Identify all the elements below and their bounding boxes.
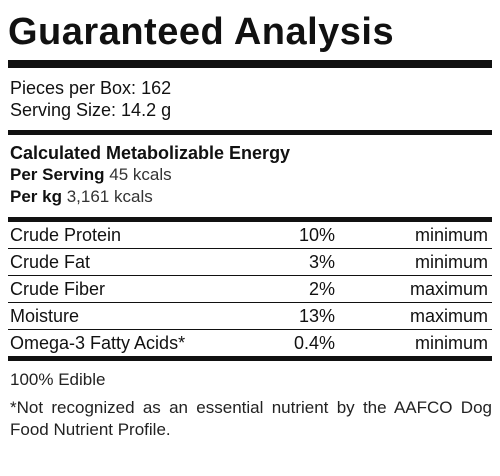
nutrient-qualifier: maximum xyxy=(409,305,488,326)
footnote: *Not recognized as an essential nutrient… xyxy=(10,398,492,439)
nutrient-name: Crude Fat xyxy=(10,251,91,272)
package-info: Pieces per Box: 162 Serving Size: 14.2 g xyxy=(8,68,492,130)
per-kg-label: Per kg xyxy=(10,187,62,206)
analysis-table: Crude Protein 10% minimum Crude Fat 3% m… xyxy=(8,222,492,356)
section-divider xyxy=(8,356,492,361)
nutrient-qualifier: maximum xyxy=(409,278,488,299)
per-kg-value: 3,161 kcals xyxy=(66,187,153,206)
nutrient-name: Crude Fiber xyxy=(10,278,106,299)
nutrient-qualifier: minimum xyxy=(414,251,488,272)
nutrient-percent: 3% xyxy=(308,251,335,272)
nutrient-percent: 13% xyxy=(298,305,335,326)
table-row: Crude Fiber 2% maximum xyxy=(8,276,492,303)
nutrient-percent: 0.4% xyxy=(293,332,335,353)
panel-title: Guaranteed Analysis xyxy=(8,11,395,53)
nutrient-name: Moisture xyxy=(10,305,80,326)
nutrient-name: Omega-3 Fatty Acids* xyxy=(10,332,186,353)
serving-size: Serving Size: 14.2 g xyxy=(10,100,172,120)
nutrient-qualifier: minimum xyxy=(414,224,488,245)
per-serving-value: 45 kcals xyxy=(109,165,172,184)
section-divider xyxy=(8,217,492,222)
energy-per-kg: Per kg 3,161 kcals xyxy=(10,186,492,208)
section-divider xyxy=(8,130,492,135)
energy-per-serving: Per Serving 45 kcals xyxy=(10,164,492,186)
edible-note: 100% Edible xyxy=(10,370,106,389)
table-row: Crude Protein 10% minimum xyxy=(8,222,492,249)
guaranteed-analysis-panel: Guaranteed Analysis Pieces per Box: 162 … xyxy=(8,0,492,441)
nutrient-percent: 2% xyxy=(308,278,335,299)
pieces-per-box: Pieces per Box: 162 xyxy=(10,78,172,98)
table-row: Moisture 13% maximum xyxy=(8,303,492,330)
nutrient-name: Crude Protein xyxy=(10,224,122,245)
thick-divider xyxy=(8,60,492,68)
notes-section: 100% Edible *Not recognized as an essent… xyxy=(8,361,492,441)
nutrient-percent: 10% xyxy=(298,224,335,245)
table-row: Crude Fat 3% minimum xyxy=(8,249,492,276)
per-serving-label: Per Serving xyxy=(10,165,105,184)
energy-title: Calculated Metabolizable Energy xyxy=(10,143,291,163)
table-row: Omega-3 Fatty Acids* 0.4% minimum xyxy=(8,330,492,356)
nutrient-qualifier: minimum xyxy=(414,332,488,353)
energy-section: Calculated Metabolizable Energy Per Serv… xyxy=(8,135,492,217)
